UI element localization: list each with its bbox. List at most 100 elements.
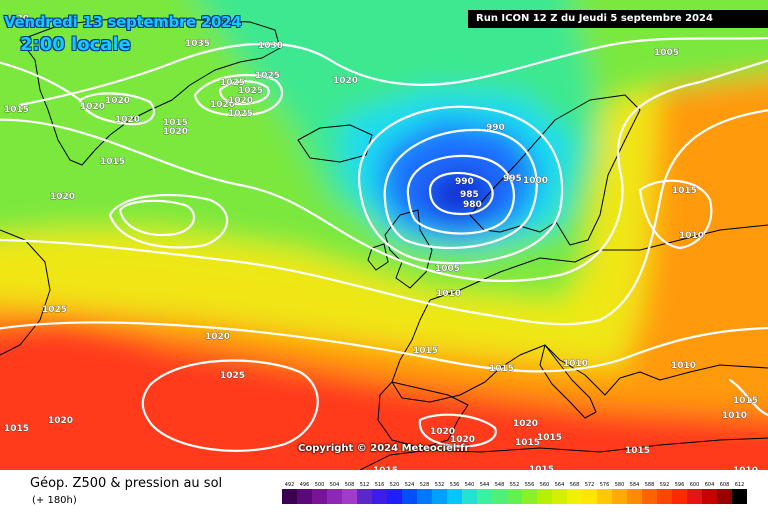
pressure-label: 1010 (436, 289, 461, 299)
legend-value: 612 (735, 482, 745, 488)
legend-value: 592 (660, 482, 670, 488)
pressure-label: 1015 (4, 105, 29, 115)
legend-swatch (462, 489, 477, 504)
z500-color-field (0, 0, 768, 470)
legend-swatch (522, 489, 537, 504)
pressure-label: 995 (503, 174, 522, 184)
legend-value: 520 (390, 482, 400, 488)
legend-swatch (537, 489, 552, 504)
legend-value: 528 (420, 482, 430, 488)
legend-swatch (387, 489, 402, 504)
pressure-label: 1025 (220, 78, 245, 88)
legend-swatch (492, 489, 507, 504)
legend-value: 532 (435, 482, 445, 488)
pressure-label: 1015 (373, 466, 398, 470)
legend-swatch (447, 489, 462, 504)
legend-swatch (642, 489, 657, 504)
pressure-label: 1015 (4, 424, 29, 434)
pressure-label: 1010 (679, 231, 704, 241)
legend-swatch (702, 489, 717, 504)
pressure-label: 1015 (489, 364, 514, 374)
pressure-label: 1015 (100, 157, 125, 167)
legend-value: 596 (675, 482, 685, 488)
legend-value: 504 (330, 482, 340, 488)
legend-swatch (282, 489, 297, 504)
pressure-label: 1010 (563, 359, 588, 369)
legend-swatch (732, 489, 747, 504)
pressure-label: 1020 (105, 96, 130, 106)
legend-value: 544 (480, 482, 490, 488)
legend-swatch (372, 489, 387, 504)
legend-swatch (432, 489, 447, 504)
pressure-label: 1020 (450, 435, 475, 445)
pressure-label: 1000 (523, 176, 548, 186)
pressure-label: 1015 (625, 446, 650, 456)
pressure-label: 1020 (513, 419, 538, 429)
pressure-label: 1010 (722, 411, 747, 421)
pressure-label: 980 (463, 200, 482, 210)
legend-swatch (657, 489, 672, 504)
legend-value: 492 (285, 482, 295, 488)
legend-swatch (312, 489, 327, 504)
legend-value: 568 (570, 482, 580, 488)
legend-swatch (507, 489, 522, 504)
legend-value: 536 (450, 482, 460, 488)
legend-swatch (672, 489, 687, 504)
pressure-label: 1030 (258, 41, 283, 51)
pressure-label: 1015 (515, 438, 540, 448)
legend-value: 584 (630, 482, 640, 488)
map-parameter-title: Géop. Z500 & pression au sol (30, 476, 223, 491)
legend-swatch (417, 489, 432, 504)
legend-value: 524 (405, 482, 415, 488)
pressure-label: 1025 (228, 109, 253, 119)
legend-value: 576 (600, 482, 610, 488)
pressure-label: 1020 (163, 127, 188, 137)
pressure-label: 1025 (238, 86, 263, 96)
pressure-labels: 1035 103010201025102510251020102010251020… (4, 14, 759, 470)
legend-value: 572 (585, 482, 595, 488)
copyright-text: Copyright © 2024 Meteociel.fr (298, 443, 470, 454)
pressure-label: 1015 (672, 186, 697, 196)
forecast-date: Vendredi 13 septembre 2024 (4, 13, 242, 31)
legend-swatch (567, 489, 582, 504)
pressure-label: 1020 (205, 332, 230, 342)
legend-swatch (402, 489, 417, 504)
isobars (0, 36, 768, 452)
model-run-info: Run ICON 12 Z du Jeudi 5 septembre 2024 (468, 10, 768, 28)
legend-value: 560 (540, 482, 550, 488)
legend-value: 556 (525, 482, 535, 488)
legend-value: 552 (510, 482, 520, 488)
forecast-time: 2:00 locale (20, 34, 131, 55)
pressure-label: 1025 (42, 305, 67, 315)
pressure-label: 990 (455, 177, 474, 187)
pressure-label: 1020 (333, 76, 358, 86)
pressure-label: 1015 (163, 118, 188, 128)
pressure-label: 1020 (228, 96, 253, 106)
legend-swatch (717, 489, 732, 504)
legend-value: 604 (705, 482, 715, 488)
legend-swatch (297, 489, 312, 504)
pressure-label: 1015 (733, 396, 758, 406)
pressure-label: 1020 (50, 192, 75, 202)
pressure-label: 1020 (115, 115, 140, 125)
pressure-label: 1020 (80, 102, 105, 112)
pressure-label: 1025 (255, 71, 280, 81)
pressure-label: 1010 (733, 466, 758, 470)
legend-swatch (357, 489, 372, 504)
legend-value: 608 (720, 482, 730, 488)
legend-value: 496 (300, 482, 310, 488)
legend-value: 512 (360, 482, 370, 488)
legend-value: 600 (690, 482, 700, 488)
legend-swatch (627, 489, 642, 504)
legend-swatch (342, 489, 357, 504)
legend-value: 500 (315, 482, 325, 488)
legend-swatch (327, 489, 342, 504)
pressure-label: 1015 (529, 465, 554, 470)
pressure-label: 1015 (413, 346, 438, 356)
weather-map: 1035 1030 1020 1025 1025 1025 1020 1020 1025 1020… (0, 0, 768, 470)
pressure-label: 985 (460, 190, 479, 200)
legend-swatch (597, 489, 612, 504)
legend-value: 548 (495, 482, 505, 488)
legend-swatch (612, 489, 627, 504)
pressure-label: 1020 (4, 14, 29, 24)
